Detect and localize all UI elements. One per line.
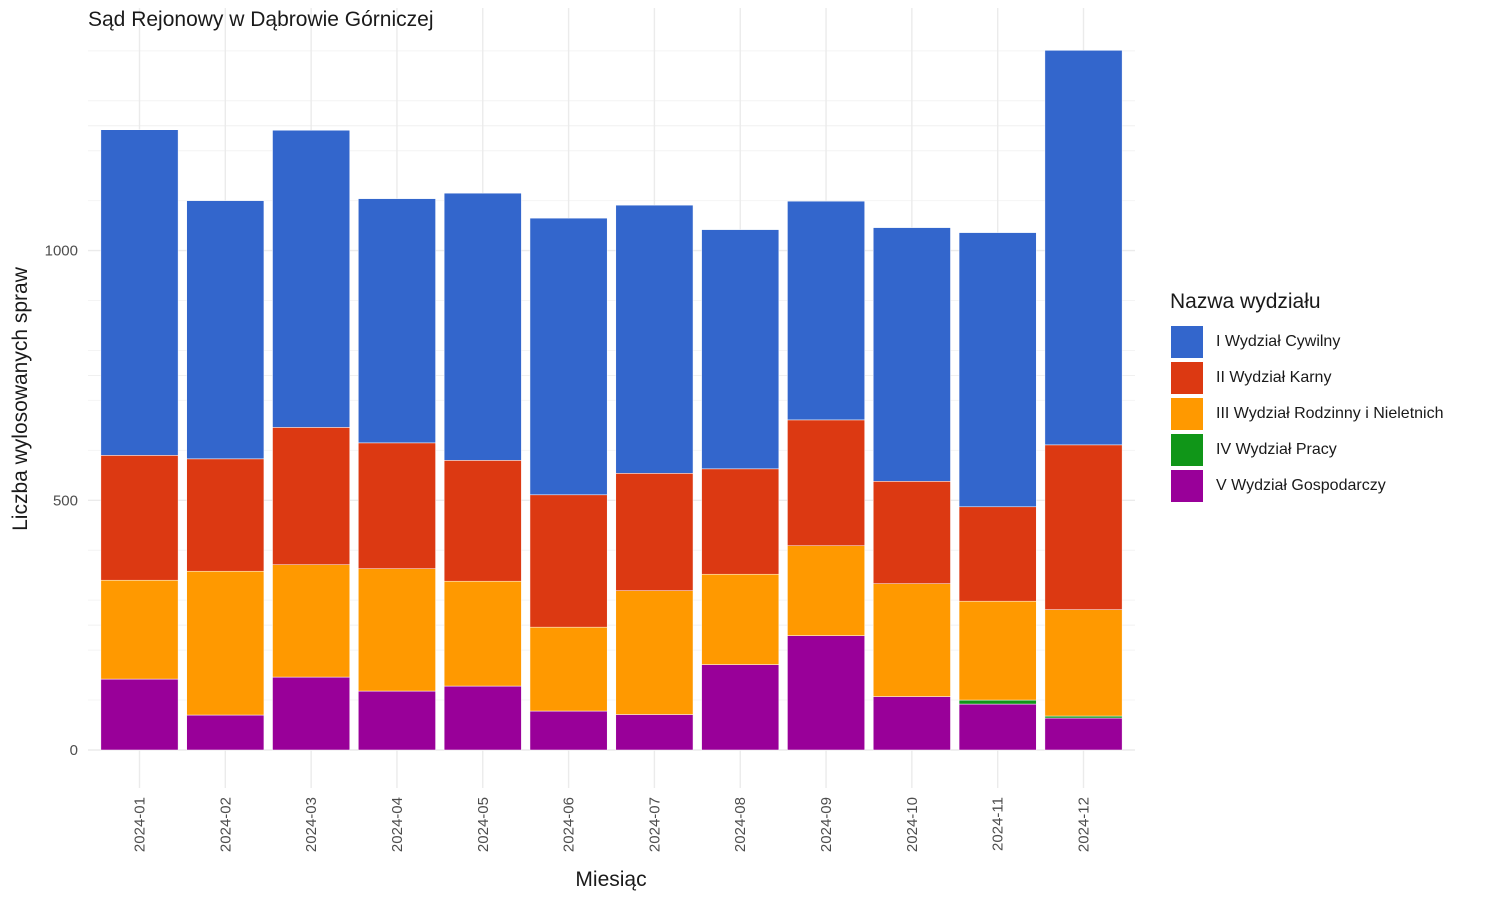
legend-item: III Wydział Rodzinny i Nieletnich [1170,396,1444,432]
legend-item: IV Wydział Pracy [1170,432,1444,468]
bar-segment [529,626,608,712]
bar-segment [358,442,436,569]
legend-swatch [1170,397,1204,431]
y-tick-label: 500 [53,492,78,509]
bar-segment [958,232,1037,508]
bar-segment [1044,50,1123,446]
legend-swatch [1170,469,1204,503]
bar-segment [958,703,1037,751]
legend-swatch [1170,361,1204,395]
legend: Nazwa wydziału I Wydział Cywilny II Wydzi… [1170,290,1444,504]
legend-items: I Wydział Cywilny II Wydział Karny III Wyd… [1170,324,1444,504]
x-tick-label: 2024-03 [303,797,320,852]
bar-segment [787,635,865,751]
bar-segment [873,227,951,482]
x-tick-label: 2024-08 [732,797,749,852]
bar-segment [958,600,1037,701]
bar-segment [100,455,179,581]
bar-segment [787,200,865,421]
bar-segment [443,685,522,751]
bar-segment [443,580,522,687]
bar-segment [272,676,351,751]
x-tick-label: 2024-12 [1076,797,1093,852]
bar-segment [529,217,608,496]
legend-item: I Wydział Cywilny [1170,324,1444,360]
x-tick-label: 2024-06 [561,797,578,852]
bar-segment [873,696,951,751]
bar-segment [615,473,694,591]
ticks-layer: 0 500 1000 2024-01 2024-02 2024-03 2024-04 2024… [45,243,1093,852]
bar-segment [358,690,436,751]
bar-segment [615,714,694,751]
bar-segment [787,545,865,636]
bar-segment [958,506,1037,602]
bar-segment [443,192,522,461]
legend-item: V Wydział Gospodarczy [1170,468,1444,504]
x-tick-label: 2024-09 [818,797,835,852]
bar-segment [443,460,522,582]
legend-swatch [1170,325,1204,359]
legend-label: III Wydział Rodzinny i Nieletnich [1216,405,1444,422]
bar-segment [186,458,265,572]
bar-segment [272,564,351,678]
bar-segment [272,129,351,428]
bars-layer [100,50,1123,751]
bar-segment [358,198,436,444]
y-axis-title: Liczba wylosowanych spraw [9,266,32,531]
bar-segment [615,590,694,715]
legend-item: II Wydział Karny [1170,360,1444,396]
y-tick-label: 0 [70,742,78,759]
x-tick-label: 2024-10 [904,797,921,852]
bar-segment [787,419,865,546]
bar-segment [358,568,436,692]
bar-segment [529,710,608,751]
x-tick-label: 2024-04 [389,797,406,852]
x-axis-title: Miesiąc [575,868,646,891]
legend-label: I Wydział Cywilny [1216,333,1341,350]
x-tick-label: 2024-07 [646,797,663,852]
bar-segment [873,583,951,697]
bar-segment [100,579,179,680]
legend-label: II Wydział Karny [1216,369,1332,386]
bar-segment [529,494,608,628]
legend-title: Nazwa wydziału [1170,290,1321,313]
x-tick-label: 2024-02 [217,797,234,852]
bar-segment [186,714,265,751]
legend-label: V Wydział Gospodarczy [1216,477,1386,494]
bar-segment [1044,715,1123,719]
legend-swatch [1170,433,1204,467]
bar-segment [873,481,951,584]
bar-segment [701,468,780,575]
bar-segment [701,229,780,470]
legend-label: IV Wydział Pracy [1216,441,1337,458]
bar-segment [100,678,179,751]
x-tick-label: 2024-11 [990,797,1007,851]
bar-segment [1044,609,1123,717]
bar-segment [615,204,694,474]
bar-segment [1044,717,1123,751]
bar-segment [958,699,1037,705]
bar-segment [272,427,351,565]
bar-segment [186,570,265,716]
bar-segment [701,573,780,665]
x-tick-label: 2024-05 [475,797,492,852]
chart-title: Sąd Rejonowy w Dąbrowie Górniczej [88,8,434,31]
y-tick-label: 1000 [45,243,78,260]
x-tick-label: 2024-01 [132,797,149,852]
bar-segment [1044,444,1123,610]
bar-segment [701,664,780,751]
bar-segment [100,129,179,456]
bar-segment [186,200,265,460]
